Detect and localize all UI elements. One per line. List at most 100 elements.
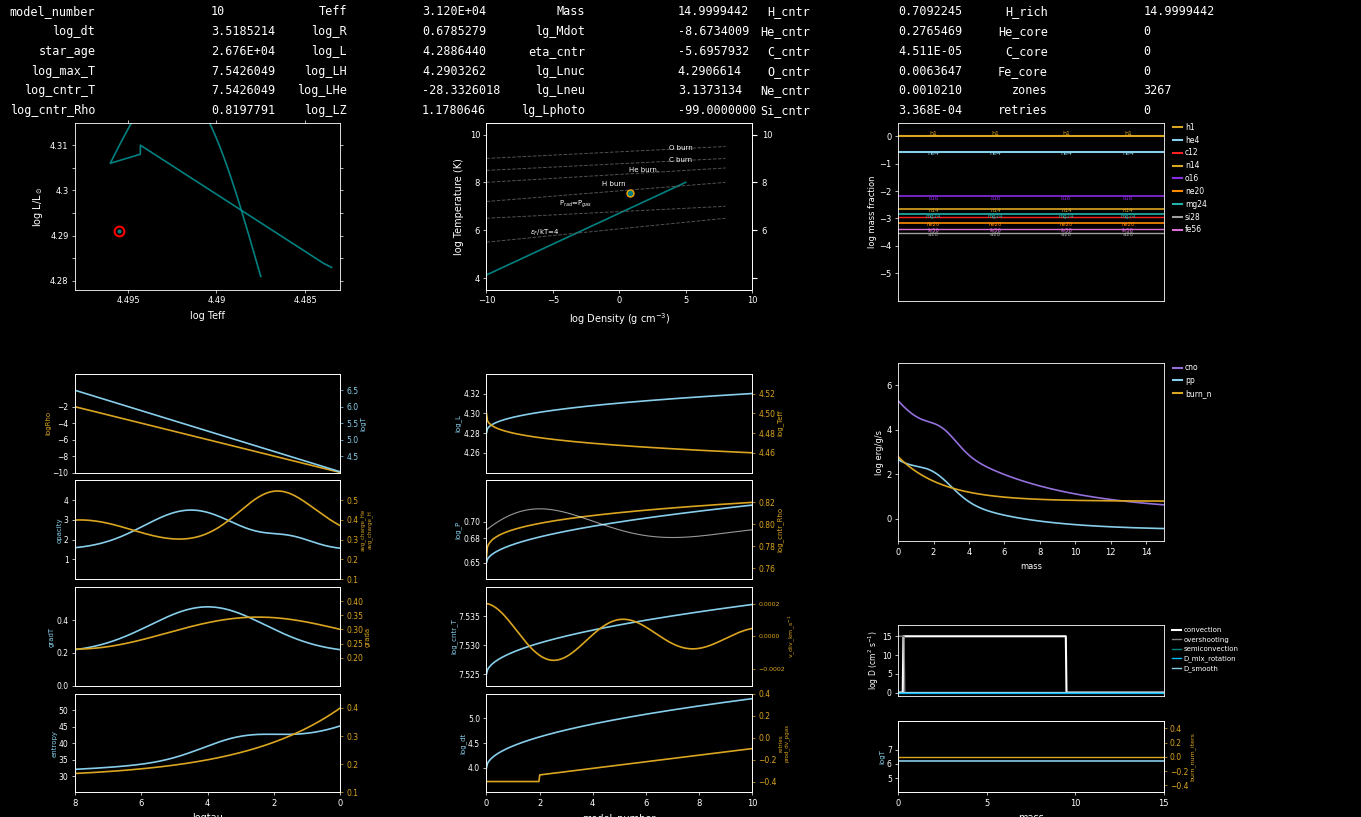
Text: Si_cntr: Si_cntr — [759, 104, 810, 117]
Text: h1: h1 — [930, 131, 938, 136]
Text: lg_Mdot: lg_Mdot — [535, 25, 585, 38]
Text: C_cntr: C_cntr — [768, 45, 810, 58]
Text: 1.1780646: 1.1780646 — [422, 104, 486, 117]
Text: 0: 0 — [1143, 25, 1150, 38]
Text: fe56: fe56 — [989, 228, 1002, 233]
Text: 4.2886440: 4.2886440 — [422, 45, 486, 58]
Text: 2.676E+04: 2.676E+04 — [211, 45, 275, 58]
Text: 0: 0 — [1143, 65, 1150, 78]
Text: he4: he4 — [1060, 151, 1072, 156]
Text: log_max_T: log_max_T — [31, 65, 95, 78]
Text: log_LZ: log_LZ — [305, 104, 347, 117]
Text: h1: h1 — [992, 131, 999, 136]
Text: lg_Lneu: lg_Lneu — [535, 84, 585, 97]
X-axis label: model_number: model_number — [583, 813, 656, 817]
Text: C burn: C burn — [670, 157, 693, 163]
Text: H burn: H burn — [603, 181, 626, 187]
Text: lg_Lphoto: lg_Lphoto — [521, 104, 585, 117]
Y-axis label: log L/L$_\odot$: log L/L$_\odot$ — [30, 186, 45, 226]
Y-axis label: burn_num_iters: burn_num_iters — [1190, 732, 1195, 781]
Y-axis label: log erg/g/s: log erg/g/s — [875, 430, 883, 475]
Text: -5.6957932: -5.6957932 — [678, 45, 749, 58]
Text: 14.9999442: 14.9999442 — [678, 6, 749, 18]
Text: 0.8197791: 0.8197791 — [211, 104, 275, 117]
Y-axis label: avg_charge_He
avg_charge_H: avg_charge_He avg_charge_H — [361, 509, 373, 551]
Text: retries: retries — [998, 104, 1048, 117]
Text: h1: h1 — [1063, 131, 1070, 136]
Text: he4: he4 — [1123, 151, 1134, 156]
X-axis label: log Teff: log Teff — [191, 310, 225, 321]
Y-axis label: opacity: opacity — [56, 517, 63, 542]
Y-axis label: logT: logT — [361, 416, 366, 431]
Text: 14.9999442: 14.9999442 — [1143, 6, 1214, 18]
Text: 4.2906614: 4.2906614 — [678, 65, 742, 78]
Text: O burn: O burn — [668, 145, 693, 151]
Text: 0.7092245: 0.7092245 — [898, 6, 962, 18]
Text: si28: si28 — [1060, 232, 1071, 237]
Text: O_cntr: O_cntr — [768, 65, 810, 78]
Text: 3.1373134: 3.1373134 — [678, 84, 742, 97]
Text: ne20: ne20 — [1060, 221, 1072, 227]
Text: h1: h1 — [1124, 131, 1132, 136]
Text: lg_Lnuc: lg_Lnuc — [535, 65, 585, 78]
Legend: h1, he4, c12, n14, o16, ne20, mg24, si28, fe56: h1, he4, c12, n14, o16, ne20, mg24, si28… — [1173, 123, 1207, 234]
Text: o16: o16 — [991, 196, 1000, 201]
Text: he4: he4 — [989, 151, 1002, 156]
Text: 3.5185214: 3.5185214 — [211, 25, 275, 38]
Y-axis label: log_dt: log_dt — [460, 733, 467, 754]
Text: log_dt: log_dt — [53, 25, 95, 38]
Text: n14: n14 — [991, 208, 1000, 213]
Y-axis label: log D (cm$^2$ s$^{-1}$): log D (cm$^2$ s$^{-1}$) — [867, 631, 881, 690]
Text: He burn.: He burn. — [629, 167, 659, 172]
Text: 7.5426049: 7.5426049 — [211, 65, 275, 78]
Text: Teff: Teff — [318, 6, 347, 18]
Text: 4.2903262: 4.2903262 — [422, 65, 486, 78]
Y-axis label: v_div_km_s$^{-1}$: v_div_km_s$^{-1}$ — [787, 614, 798, 659]
Text: 10: 10 — [211, 6, 225, 18]
Text: P$_{rad}$=P$_{gas}$: P$_{rad}$=P$_{gas}$ — [559, 199, 592, 211]
X-axis label: mass: mass — [1019, 562, 1043, 571]
Text: 0: 0 — [1143, 45, 1150, 58]
Text: si28: si28 — [928, 232, 939, 237]
Y-axis label: gradT: gradT — [49, 627, 54, 646]
X-axis label: logtau: logtau — [192, 813, 223, 817]
Y-axis label: log mass fraction: log mass fraction — [868, 176, 876, 248]
Text: 0.6785279: 0.6785279 — [422, 25, 486, 38]
Text: fe56: fe56 — [928, 228, 939, 233]
Text: 3267: 3267 — [1143, 84, 1172, 97]
X-axis label: log Density (g cm$^{-3}$): log Density (g cm$^{-3}$) — [569, 310, 670, 327]
Text: si28: si28 — [1123, 232, 1134, 237]
Text: ne20: ne20 — [1121, 221, 1135, 227]
Y-axis label: log_cntr_Rho: log_cntr_Rho — [777, 507, 784, 552]
Text: $\varepsilon_F$/kT=4: $\varepsilon_F$/kT=4 — [531, 228, 559, 239]
Text: 0.0063647: 0.0063647 — [898, 65, 962, 78]
Text: 7.5426049: 7.5426049 — [211, 84, 275, 97]
Text: ne20: ne20 — [927, 221, 940, 227]
Y-axis label: entropy: entropy — [52, 730, 57, 757]
Text: Ne_cntr: Ne_cntr — [759, 84, 810, 97]
Text: fe56: fe56 — [1060, 228, 1072, 233]
Text: eta_cntr: eta_cntr — [528, 45, 585, 58]
Text: 0: 0 — [1143, 104, 1150, 117]
X-axis label: mass: mass — [1018, 813, 1044, 817]
Text: log_cntr_Rho: log_cntr_Rho — [10, 104, 95, 117]
Text: o16: o16 — [928, 196, 939, 201]
Text: he4: he4 — [928, 151, 939, 156]
Text: -99.0000000: -99.0000000 — [678, 104, 757, 117]
Text: mg24: mg24 — [988, 213, 1003, 219]
Text: fe56: fe56 — [1123, 228, 1134, 233]
Text: mg24: mg24 — [925, 213, 942, 219]
Text: model_number: model_number — [10, 6, 95, 18]
Text: n14: n14 — [1062, 208, 1071, 213]
Y-axis label: log_Teff: log_Teff — [777, 410, 784, 436]
Text: n14: n14 — [1123, 208, 1134, 213]
Y-axis label: log_cntr_T: log_cntr_T — [450, 618, 457, 654]
Text: -8.6734009: -8.6734009 — [678, 25, 749, 38]
Text: n14: n14 — [928, 208, 939, 213]
Text: star_age: star_age — [38, 45, 95, 58]
Text: Fe_core: Fe_core — [998, 65, 1048, 78]
Y-axis label: grada: grada — [365, 627, 372, 646]
Text: 4.511E-05: 4.511E-05 — [898, 45, 962, 58]
Y-axis label: retries
prod_dv_pgas: retries prod_dv_pgas — [778, 724, 789, 762]
Text: mg24: mg24 — [1120, 213, 1136, 219]
